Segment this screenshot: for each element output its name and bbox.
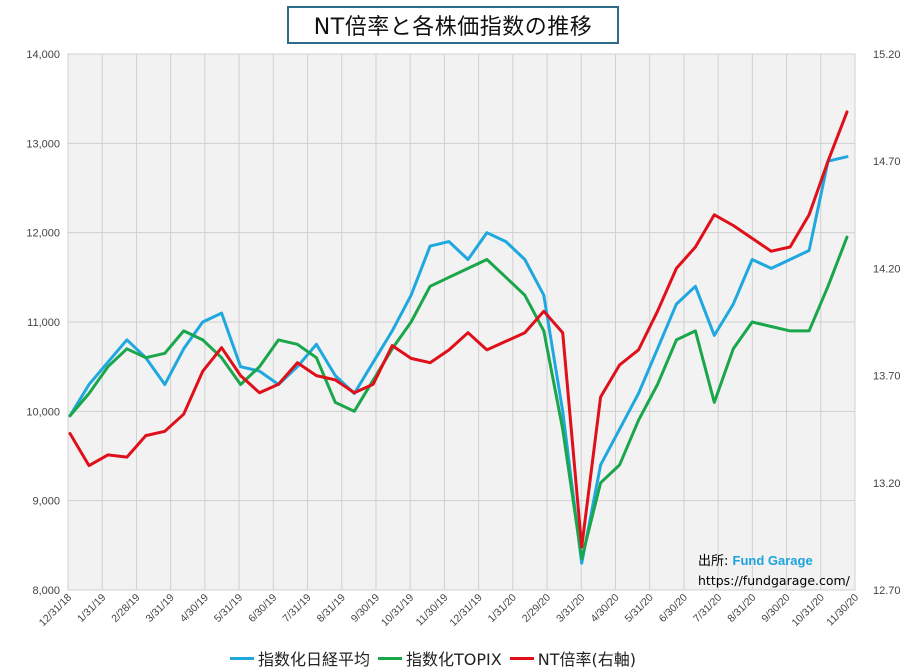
source-brand: Fund Garage	[732, 553, 813, 568]
y-right-tick-label: 15.20	[873, 49, 901, 61]
x-tick-label: 2/29/20	[520, 592, 553, 625]
legend-swatch-nt-ratio	[509, 656, 534, 660]
x-tick-label: 4/30/19	[178, 592, 211, 625]
y-right-axis: 12.70 13.20 13.70 14.20 14.70 15.20	[873, 49, 901, 597]
x-tick-label: 7/31/19	[280, 592, 313, 625]
x-tick-label: 9/30/19	[349, 592, 382, 625]
x-tick-label: 6/30/20	[657, 592, 690, 625]
x-axis: 12/31/18 1/31/19 2/28/19 3/31/19 4/30/19 5/31…	[37, 592, 862, 630]
source-url: https://fundgarage.com/	[698, 573, 850, 588]
legend: 指数化日経平均 指数化TOPIX NT倍率(右軸)	[230, 646, 644, 670]
y-right-tick-label: 13.70	[873, 371, 901, 383]
y-left-tick-label: 9,000	[32, 496, 60, 508]
series-line-1	[68, 235, 849, 561]
y-left-tick-label: 13,000	[26, 138, 60, 150]
x-tick-label: 7/31/20	[691, 592, 724, 625]
source-note: 出所: Fund Garage https://fundgarage.com/	[698, 551, 850, 590]
x-tick-label: 2/28/19	[109, 592, 142, 625]
y-right-tick-label: 14.70	[873, 156, 901, 168]
legend-label-nikkei: 指数化日経平均	[258, 650, 371, 669]
x-tick-label: 12/31/19	[447, 592, 484, 629]
x-tick-label: 3/31/19	[144, 592, 177, 625]
y-left-tick-label: 11,000	[27, 317, 60, 329]
series-line-0	[68, 155, 849, 565]
legend-swatch-nikkei	[230, 656, 254, 660]
y-right-tick-label: 14.20	[873, 263, 901, 275]
x-tick-label: 3/31/20	[554, 592, 587, 625]
y-left-tick-label: 12,000	[26, 228, 60, 240]
gridlines	[67, 53, 856, 591]
x-tick-label: 11/30/19	[414, 592, 451, 629]
x-tick-label: 9/30/20	[759, 592, 792, 625]
y-left-tick-label: 8,000	[32, 585, 60, 597]
x-tick-label: 6/30/19	[246, 592, 279, 625]
legend-item-nikkei: 指数化日経平均	[230, 646, 370, 670]
legend-label-nt-ratio: NT倍率(右軸)	[537, 650, 636, 669]
series-line-2	[68, 110, 849, 549]
x-tick-label: 10/31/19	[379, 592, 416, 629]
y-right-tick-label: 13.20	[873, 478, 901, 490]
legend-item-nt-ratio: NT倍率(右軸)	[509, 646, 636, 670]
x-tick-label: 8/31/20	[725, 592, 758, 625]
x-tick-label: 10/31/20	[790, 592, 827, 629]
x-tick-label: 12/31/18	[37, 592, 74, 629]
x-tick-label: 11/30/20	[824, 592, 861, 629]
x-tick-label: 4/30/20	[588, 592, 621, 625]
y-right-tick-label: 12.70	[873, 585, 901, 597]
x-tick-label: 5/31/19	[212, 592, 245, 625]
x-tick-label: 5/31/20	[623, 592, 656, 625]
chart-title: NT倍率と各株価指数の推移	[287, 6, 619, 44]
series-lines	[68, 110, 849, 565]
legend-label-topix: 指数化TOPIX	[406, 650, 502, 669]
source-label: 出所:	[698, 554, 729, 569]
y-left-tick-label: 10,000	[26, 406, 60, 418]
legend-item-topix: 指数化TOPIX	[378, 646, 502, 670]
x-tick-label: 8/31/19	[315, 592, 348, 625]
x-tick-label: 1/31/19	[75, 592, 108, 625]
y-left-axis: 8,000 9,000 10,000 11,000 12,000 13,000 14,000	[26, 49, 60, 597]
x-tick-label: 1/31/20	[486, 592, 519, 625]
legend-swatch-topix	[378, 656, 403, 660]
y-left-tick-label: 14,000	[26, 49, 60, 61]
